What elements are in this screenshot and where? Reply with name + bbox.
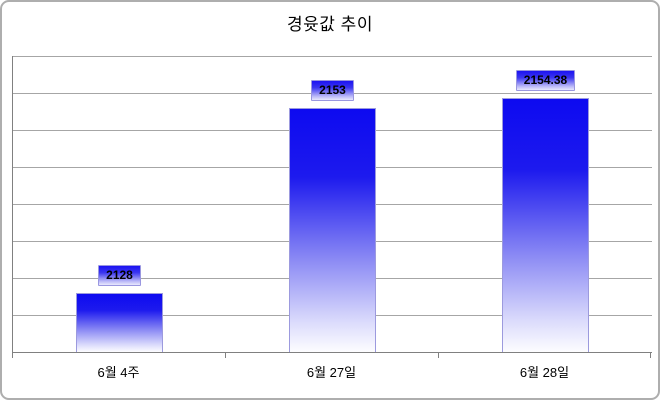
bar-slot: 2154.38 (439, 56, 652, 352)
bars-container: 2128 2153 2154.38 (13, 56, 652, 352)
x-axis-ticks (12, 353, 651, 358)
chart-title: 경윳값 추이 (287, 15, 373, 34)
bar (502, 97, 589, 352)
bar-value-label: 2154.38 (515, 69, 576, 91)
x-axis-tick (224, 353, 226, 358)
x-axis-label: 6월 28일 (519, 365, 570, 380)
x-axis-tick (650, 353, 651, 358)
x-axis-labels: 6월 4주 6월 27일 6월 28일 (12, 362, 651, 381)
x-axis-label: 6월 27일 (306, 365, 357, 380)
x-axis-tick (12, 353, 13, 358)
bar-slot: 2153 (226, 56, 439, 352)
bar-value-label: 2153 (311, 79, 354, 101)
plot-area: 2128 2153 2154.38 (12, 56, 652, 353)
bar-value-label: 2128 (98, 264, 141, 286)
bar (289, 107, 376, 352)
x-axis-tick (438, 353, 439, 358)
bar-slot: 2128 (13, 56, 226, 352)
bar (76, 292, 163, 352)
x-axis-label: 6월 4주 (97, 365, 140, 380)
